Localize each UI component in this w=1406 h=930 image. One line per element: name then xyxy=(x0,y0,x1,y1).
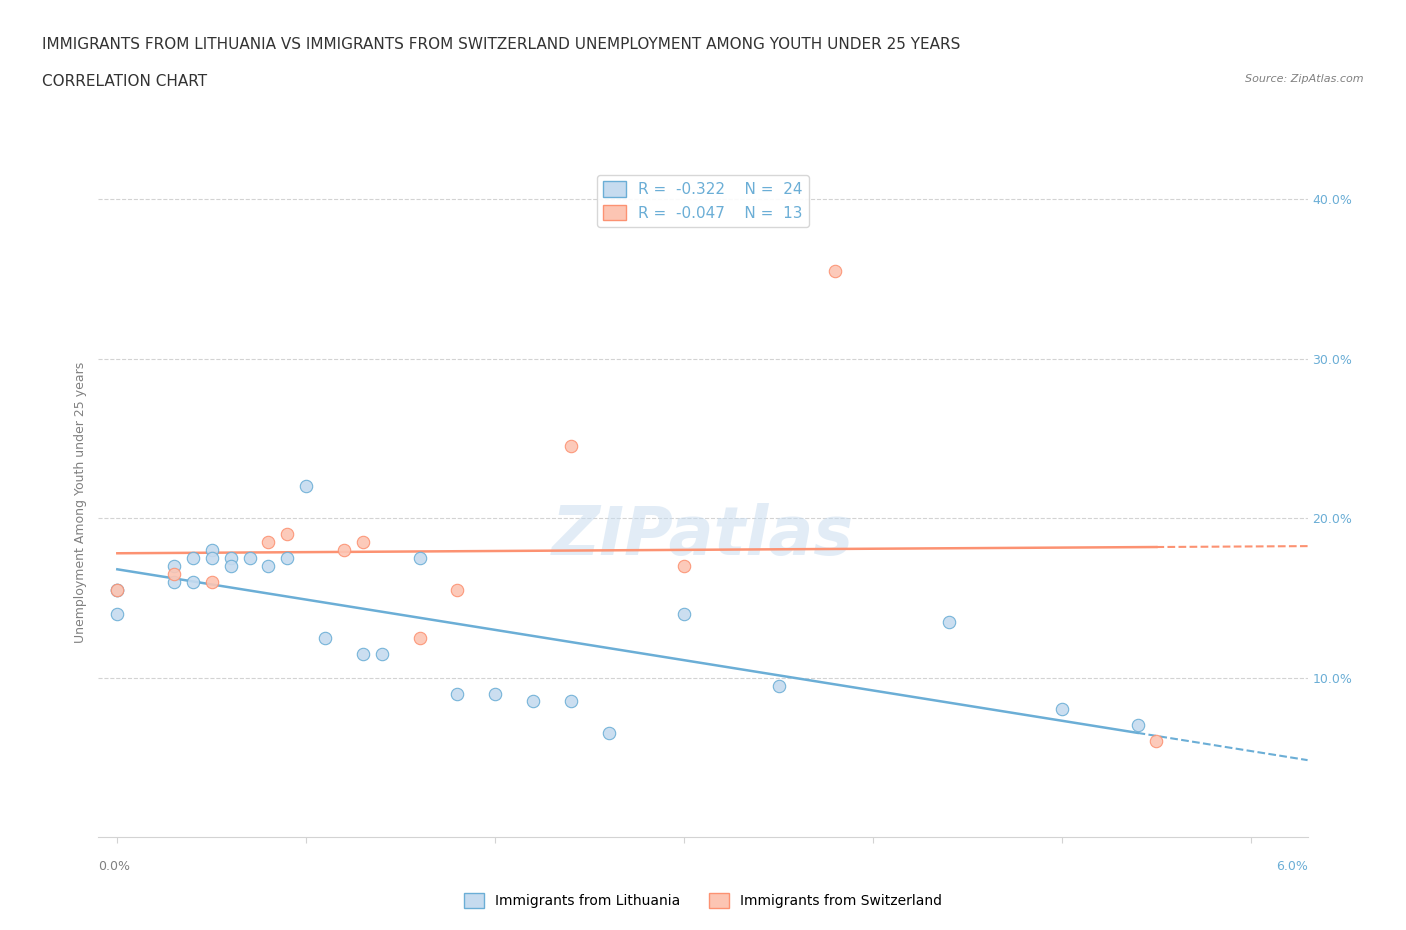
Point xyxy=(408,631,430,645)
Point xyxy=(105,582,128,597)
Text: Source: ZipAtlas.com: Source: ZipAtlas.com xyxy=(1246,74,1364,85)
Point xyxy=(201,575,224,590)
Point xyxy=(1050,702,1073,717)
Point xyxy=(408,551,430,565)
Point xyxy=(352,646,374,661)
Point xyxy=(163,566,186,581)
Point xyxy=(257,559,280,574)
Point xyxy=(673,606,696,621)
Point xyxy=(598,726,620,741)
Point xyxy=(333,542,356,557)
Point xyxy=(824,263,846,278)
Point xyxy=(105,582,128,597)
Point xyxy=(257,535,280,550)
Text: 6.0%: 6.0% xyxy=(1275,859,1308,872)
Point xyxy=(371,646,394,661)
Point xyxy=(181,575,204,590)
Point xyxy=(219,559,242,574)
Point xyxy=(105,606,128,621)
Point xyxy=(352,535,374,550)
Point xyxy=(484,686,506,701)
Point xyxy=(314,631,336,645)
Point xyxy=(673,559,696,574)
Point xyxy=(163,575,186,590)
Point xyxy=(219,551,242,565)
Point xyxy=(276,551,298,565)
Point xyxy=(201,542,224,557)
Point xyxy=(295,479,318,494)
Point xyxy=(105,582,128,597)
Point xyxy=(181,551,204,565)
Point xyxy=(163,559,186,574)
Y-axis label: Unemployment Among Youth under 25 years: Unemployment Among Youth under 25 years xyxy=(73,362,87,643)
Point xyxy=(522,694,544,709)
Point xyxy=(239,551,262,565)
Point xyxy=(560,694,582,709)
Point xyxy=(938,615,960,630)
Point xyxy=(446,686,468,701)
Text: IMMIGRANTS FROM LITHUANIA VS IMMIGRANTS FROM SWITZERLAND UNEMPLOYMENT AMONG YOUT: IMMIGRANTS FROM LITHUANIA VS IMMIGRANTS … xyxy=(42,37,960,52)
Text: ZIPatlas: ZIPatlas xyxy=(553,503,853,568)
Legend: Immigrants from Lithuania, Immigrants from Switzerland: Immigrants from Lithuania, Immigrants fr… xyxy=(458,888,948,914)
Text: CORRELATION CHART: CORRELATION CHART xyxy=(42,74,207,89)
Legend: R =  -0.322    N =  24, R =  -0.047    N =  13: R = -0.322 N = 24, R = -0.047 N = 13 xyxy=(598,175,808,227)
Point xyxy=(201,551,224,565)
Point xyxy=(560,439,582,454)
Point xyxy=(446,582,468,597)
Point xyxy=(1126,718,1149,733)
Point xyxy=(276,526,298,541)
Point xyxy=(1146,734,1168,749)
Text: 0.0%: 0.0% xyxy=(98,859,131,872)
Point xyxy=(768,678,790,693)
